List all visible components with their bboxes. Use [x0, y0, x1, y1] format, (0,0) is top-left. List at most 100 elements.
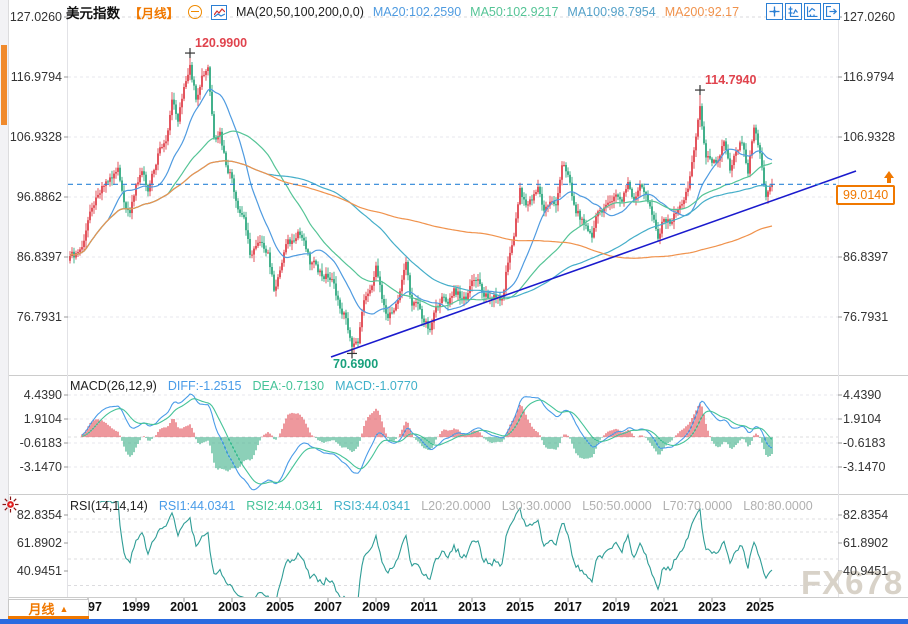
all-time-high-label: 120.9900 — [195, 36, 248, 51]
rsi-l30-label: L30:30.0000 — [501, 499, 572, 513]
ma20-line — [69, 88, 773, 315]
left-scrollbar-thumb[interactable] — [1, 45, 7, 125]
dea-line — [81, 398, 773, 485]
low-label: 70.6900 — [333, 357, 379, 372]
year-label: 2009 — [362, 600, 390, 614]
macd-axis-label-right: 1.9104 — [843, 412, 882, 426]
year-label: 2017 — [554, 600, 582, 614]
recent-high-label: 114.7940 — [705, 73, 757, 88]
macd-axis-label-left: 4.4390 — [23, 388, 62, 402]
year-label: 2005 — [266, 600, 294, 614]
axis-ticks — [64, 16, 842, 572]
year-label: 2007 — [314, 600, 342, 614]
rsi-l20-label: L20:20.0000 — [421, 499, 491, 513]
gridlines — [0, 10, 908, 598]
collapse-icon[interactable] — [188, 5, 203, 19]
price-axis-label-left: 96.8862 — [16, 190, 62, 204]
left-scrollbar[interactable] — [0, 0, 9, 619]
rsi-axis-label-right: 82.8354 — [843, 508, 889, 522]
rsi-axis-label-left: 61.8902 — [16, 536, 62, 550]
overlays — [68, 170, 857, 358]
price-axis-label-left: 76.7931 — [16, 309, 62, 324]
rsi2-value: RSI2:44.0341 — [246, 499, 323, 513]
chart-toolbar — [766, 3, 840, 20]
rsi-line — [99, 501, 773, 597]
rsi1-value: RSI1:44.0341 — [158, 499, 236, 513]
rsi-axis-label-right: 40.9451 — [843, 563, 889, 578]
rsi-axis-label-left: 82.8354 — [16, 508, 62, 522]
rsi-title: RSI(14,14,14) — [70, 499, 148, 513]
alert-burst-icon[interactable] — [2, 496, 19, 518]
candlesticks — [69, 53, 773, 354]
ma50-value: MA50:102.9217 — [470, 5, 559, 19]
ma-settings-label: MA(20,50,100,200,0,0) — [236, 5, 364, 19]
rsi-l70-label: L70:70.0000 — [662, 499, 733, 513]
macd-title: MACD(26,12,9) — [70, 379, 157, 393]
extreme-markers — [185, 48, 705, 359]
price-axis-label-right: 127.0260 — [843, 10, 896, 24]
macd-axis-label-right: -0.6183 — [843, 436, 886, 450]
year-label: 2023 — [698, 600, 726, 614]
rsi-axis-label-left: 40.9451 — [16, 563, 62, 578]
year-label: 2025 — [746, 600, 774, 614]
year-label: 2003 — [218, 600, 246, 614]
trendline — [330, 170, 857, 358]
macd-axis-label-left: 1.9104 — [23, 412, 62, 426]
x-axis-scale-icon[interactable] — [804, 3, 821, 20]
macd-axis-label-left: -3.1470 — [19, 460, 62, 474]
y-axis-scale-icon[interactable] — [785, 3, 802, 20]
rsi-header: RSI(14,14,14) RSI1:44.0341 RSI2:44.0341 … — [70, 499, 813, 513]
year-label: 2015 — [506, 600, 534, 614]
macd-header: MACD(26,12,9) DIFF:-1.2515 DEA:-0.7130 M… — [70, 379, 418, 393]
ma200-value: MA200:92.17 — [664, 5, 740, 19]
year-label: 2019 — [602, 600, 630, 614]
year-label: 2001 — [170, 600, 198, 614]
indicator-chart-icon[interactable] — [211, 4, 228, 20]
macd-axis-label-right: 4.4390 — [843, 388, 882, 402]
macd-macd-value: MACD:-1.0770 — [335, 379, 418, 393]
period-tag: 【月线】 — [129, 6, 180, 21]
symbol-title: 美元指数 — [66, 6, 120, 21]
price-marker-arrow-icon — [884, 171, 894, 179]
rsi-lines — [99, 501, 773, 597]
macd-dea-value: DEA:-0.7130 — [252, 379, 325, 393]
pan-crosshair-icon[interactable] — [766, 3, 783, 20]
ma100-value: MA100:98.7954 — [567, 5, 656, 19]
rsi3-value: RSI3:44.0341 — [333, 499, 411, 513]
macd-axis-label-right: -3.1470 — [843, 460, 886, 474]
period-tab-underline — [8, 616, 89, 619]
time-axis-ticks — [87, 598, 761, 602]
triangle-up-icon: ▲ — [59, 603, 69, 614]
current-price-badge: 99.0140 — [836, 185, 896, 206]
year-label: 2011 — [410, 600, 438, 614]
price-axis-label-right: 116.9794 — [843, 70, 895, 84]
ma20-value: MA20:102.2590 — [372, 5, 462, 19]
price-axis-label-left: 106.9328 — [9, 130, 62, 144]
reset-view-icon[interactable] — [823, 3, 840, 20]
rsi-l50-label: L50:50.0000 — [582, 499, 652, 513]
macd-diff-value: DIFF:-1.2515 — [167, 379, 242, 393]
macd-lines — [81, 393, 773, 491]
watermark: FX678 — [801, 564, 904, 601]
rsi-axis-label-right: 61.8902 — [843, 536, 889, 550]
bottom-bar — [0, 619, 908, 624]
ma50-line — [69, 130, 773, 308]
year-label: 2021 — [650, 600, 678, 614]
chart-header: 美元指数 【月线】 MA(20,50,100,200,0,0) MA20:102… — [66, 2, 739, 22]
ma-lines — [69, 88, 773, 315]
ma100-line — [69, 160, 773, 298]
period-tab-label: 月线 — [28, 602, 55, 617]
price-axis-label-left: 127.0260 — [9, 10, 62, 24]
year-label: 2013 — [458, 600, 486, 614]
diff-line — [81, 393, 773, 491]
rsi-l80-label: L80:80.0000 — [743, 499, 813, 513]
year-label: 1999 — [122, 600, 150, 614]
price-axis-label-left: 116.9794 — [10, 70, 62, 84]
price-axis-label-left: 86.8397 — [16, 249, 62, 264]
ma200-line — [69, 160, 773, 259]
price-axis-label-right: 86.8397 — [843, 249, 889, 264]
price-axis-label-right: 76.7931 — [843, 309, 889, 324]
price-marker-arrow-stem — [887, 178, 891, 184]
